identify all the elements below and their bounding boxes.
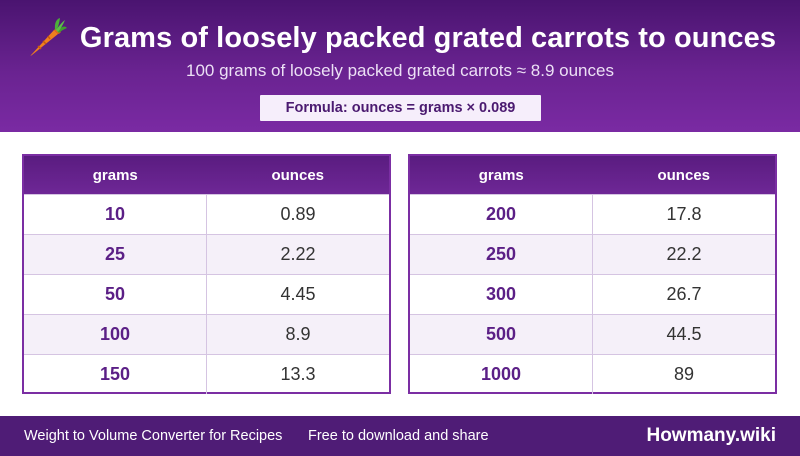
ounces-cell: 89 xyxy=(673,364,695,384)
grams-cell: 100 xyxy=(24,315,207,354)
table-row: 25 2.22 xyxy=(24,234,389,274)
table-header: grams ounces xyxy=(410,156,775,194)
table-row: 150 13.3 xyxy=(24,354,389,394)
table-row: 250 22.2 xyxy=(410,234,775,274)
table-row: 100 8.9 xyxy=(24,314,389,354)
title-row: Grams of loosely packed grated carrots t… xyxy=(0,14,800,62)
table-row: 500 44.5 xyxy=(410,314,775,354)
footer-bar: Weight to Volume Converter for Recipes F… xyxy=(0,416,800,456)
formula-box: Formula: ounces = grams × 0.089 xyxy=(260,95,541,121)
grams-cell: 150 xyxy=(24,355,207,394)
ounces-cell: 8.9 xyxy=(285,324,311,344)
grams-cell: 250 xyxy=(410,235,593,274)
grams-cell: 200 xyxy=(410,195,593,234)
table-header: grams ounces xyxy=(24,156,389,194)
table-row: 1000 89 xyxy=(410,354,775,394)
ounces-cell: 22.2 xyxy=(666,244,702,264)
table-row: 300 26.7 xyxy=(410,274,775,314)
footer-converter-text: Weight to Volume Converter for Recipes xyxy=(24,428,283,444)
grams-cell: 300 xyxy=(410,275,593,314)
ounces-cell: 0.89 xyxy=(280,204,316,224)
column-header-ounces: ounces xyxy=(657,166,710,184)
footer-brand[interactable]: Howmany.wiki xyxy=(646,425,776,446)
table-row: 200 17.8 xyxy=(410,194,775,234)
subtitle: 100 grams of loosely packed grated carro… xyxy=(186,61,614,80)
ounces-cell: 13.3 xyxy=(280,364,316,384)
ounces-cell: 17.8 xyxy=(666,204,702,224)
carrot-icon xyxy=(30,18,67,56)
grams-cell: 1000 xyxy=(410,355,593,394)
conversion-table-left: grams ounces 10 0.89 25 2.22 50 4.45 100… xyxy=(22,154,391,394)
ounces-cell: 26.7 xyxy=(666,284,702,304)
ounces-cell: 4.45 xyxy=(280,284,316,304)
header-banner: Grams of loosely packed grated carrots t… xyxy=(0,0,800,132)
column-header-grams: grams xyxy=(92,166,138,184)
column-header-ounces: ounces xyxy=(271,166,324,184)
ounces-cell: 2.22 xyxy=(280,244,316,264)
conversion-table-right: grams ounces 200 17.8 250 22.2 300 26.7 … xyxy=(408,154,777,394)
table-row: 50 4.45 xyxy=(24,274,389,314)
table-row: 10 0.89 xyxy=(24,194,389,234)
grams-cell: 10 xyxy=(24,195,207,234)
grams-cell: 25 xyxy=(24,235,207,274)
ounces-cell: 44.5 xyxy=(666,324,702,344)
grams-cell: 50 xyxy=(24,275,207,314)
page-title: Grams of loosely packed grated carrots t… xyxy=(79,21,777,54)
footer-share-text: Free to download and share xyxy=(308,428,489,444)
column-header-grams: grams xyxy=(478,166,524,184)
grams-cell: 500 xyxy=(410,315,593,354)
